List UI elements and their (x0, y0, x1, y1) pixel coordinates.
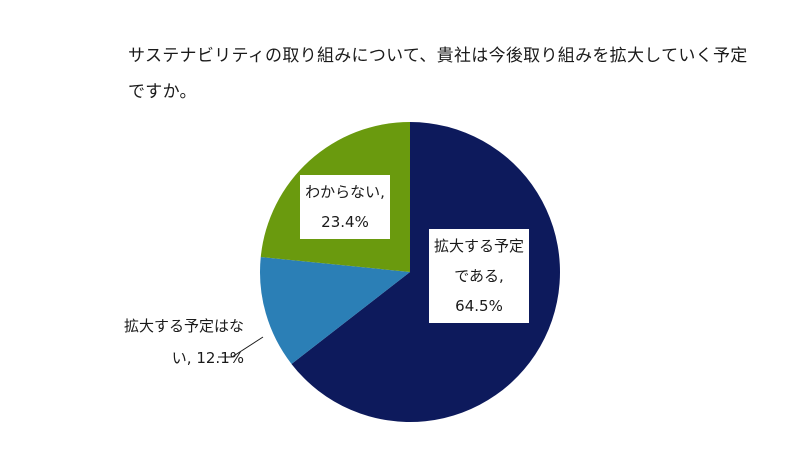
slice-kakudai-suru-yotei-wa-nai (260, 256, 410, 364)
data-label-kakudai-suru-yotei-wa-nai: 拡大する予定はな い, 12.1% (123, 317, 244, 367)
leader-line (218, 336, 264, 358)
slice-kakudai-suru-yotei-dearu (291, 122, 561, 422)
data-label-wakaranai: わからない, 23.4% (300, 175, 390, 239)
chart-title: サステナビリティの取り組みについて、貴社は今後取り組みを拡大していく予定ですか。 (128, 46, 748, 102)
data-label-kakudai-suru-yotei-dearu: 拡大する予定 である, 64.5% (429, 229, 529, 323)
